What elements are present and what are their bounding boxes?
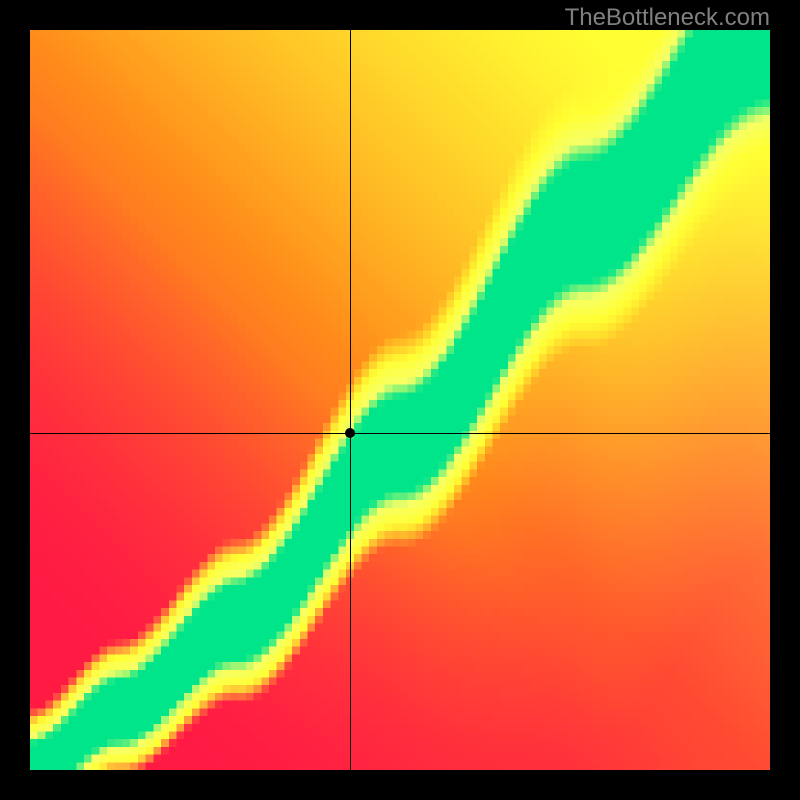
marker-dot	[345, 428, 355, 438]
heatmap-plot	[30, 30, 770, 770]
crosshair-vertical	[350, 30, 351, 770]
crosshair-horizontal	[30, 433, 770, 434]
watermark-text: TheBottleneck.com	[565, 4, 770, 32]
heatmap-canvas	[30, 30, 770, 770]
